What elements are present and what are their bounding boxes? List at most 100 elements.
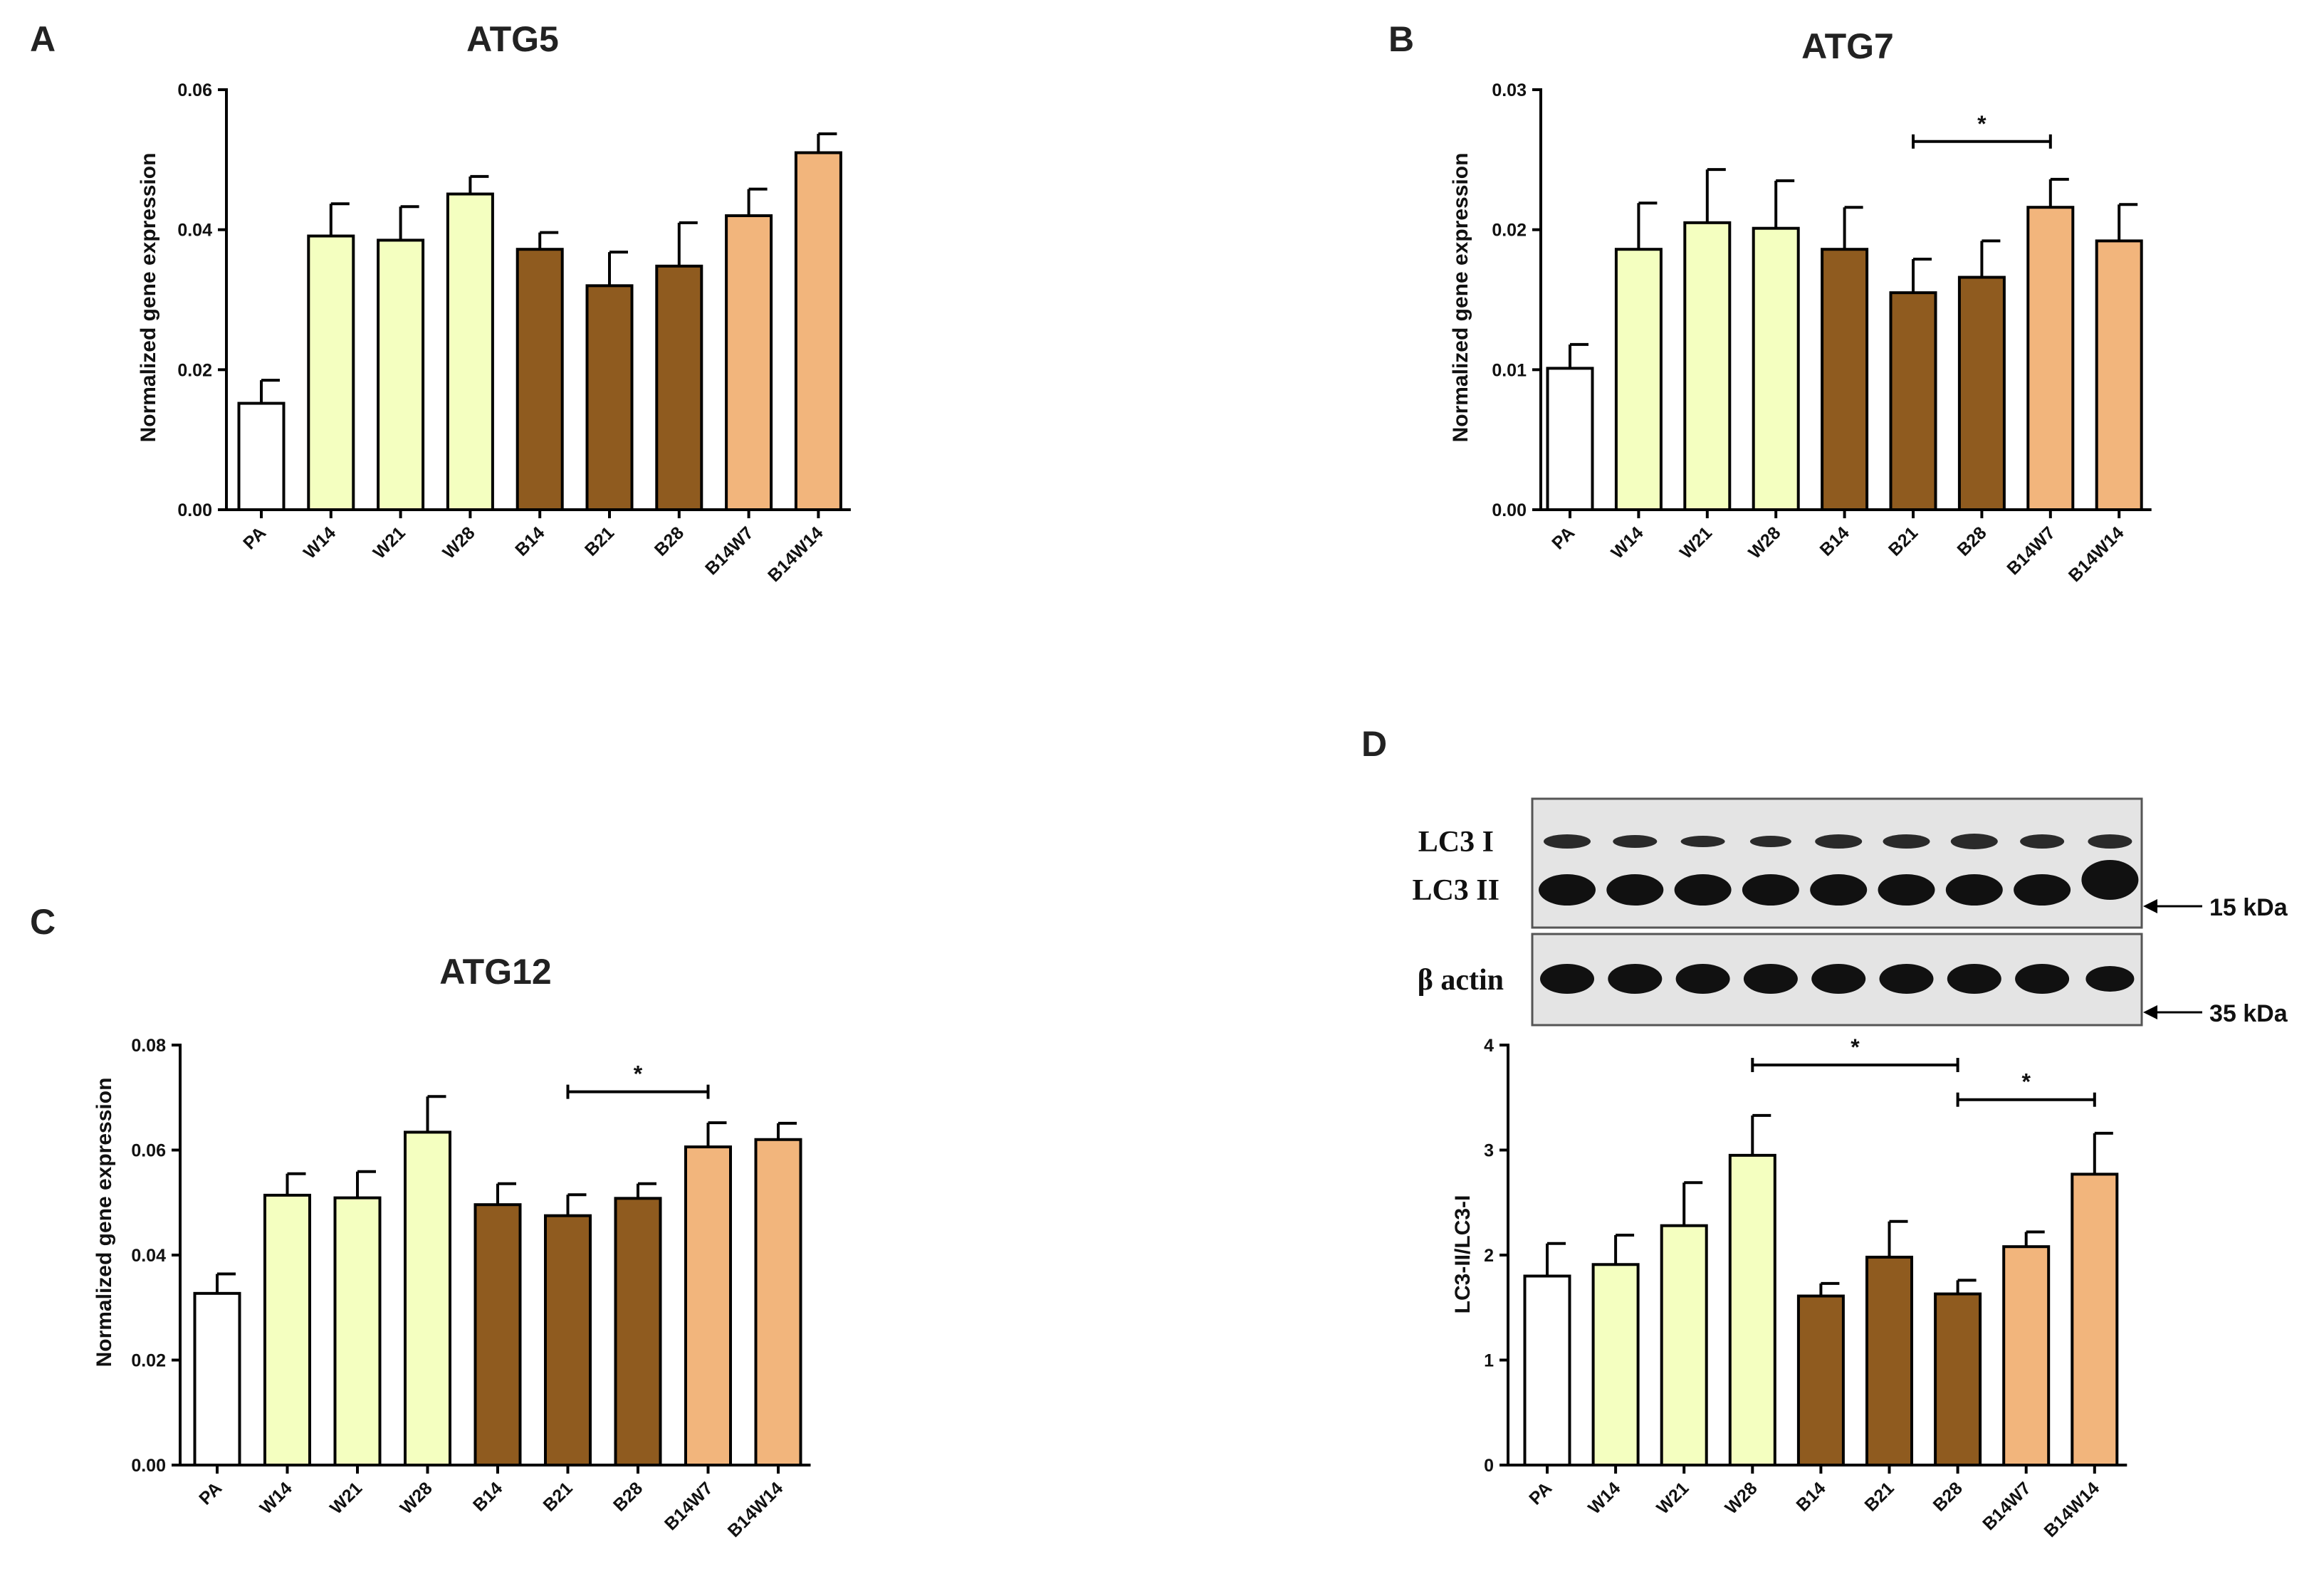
blot-band-beta-actin	[1608, 964, 1663, 994]
x-tick-label-w28: W28	[1744, 523, 1784, 562]
blot-band-lc3-i	[1680, 836, 1725, 847]
bar-pa	[1523, 1274, 1571, 1466]
blot-band-beta-actin	[2015, 964, 2070, 994]
bar-b21	[585, 284, 634, 511]
significance-star: *	[634, 1061, 643, 1087]
y-tick-label: 1	[1484, 1351, 1494, 1371]
chart-atg12: ATG12 Normalized gene expression 0.00 0.0…	[93, 952, 811, 1541]
blot-band-lc3-ii	[1606, 874, 1664, 906]
x-tick-label-w21: W21	[1653, 1478, 1692, 1518]
bar-w21	[1660, 1224, 1708, 1466]
bar-w28	[404, 1130, 451, 1467]
x-tick-label-w28: W28	[1721, 1478, 1761, 1518]
x-tick-label-b28: B28	[609, 1478, 647, 1515]
y-tick-label: 0.06	[131, 1141, 166, 1161]
bar-b28	[655, 264, 703, 511]
x-tick-label-b21: B21	[581, 523, 618, 560]
y-tick-label: 0.00	[131, 1456, 166, 1476]
x-tick-label-b14: B14	[1816, 523, 1853, 560]
blot-band-lc3-i	[2020, 834, 2065, 849]
x-tick-label-b14w7: B14W7	[661, 1478, 717, 1534]
x-tick-label-pa: PA	[195, 1478, 226, 1508]
bar-w21	[377, 238, 425, 511]
blot-band-lc3-ii	[2081, 860, 2139, 900]
x-tick-label-b14w14: B14W14	[764, 523, 827, 586]
x-tick-label-pa: PA	[239, 523, 270, 553]
x-tick-label-w21: W21	[370, 523, 409, 562]
chart-title: ATG12	[439, 952, 551, 992]
bar-b28	[614, 1197, 662, 1466]
x-tick-label-w21: W21	[1676, 523, 1716, 562]
bar-pa	[1546, 367, 1594, 511]
y-tick-label: 0.08	[131, 1036, 166, 1056]
blot-band-lc3-ii	[1810, 874, 1868, 906]
x-tick-label-w14: W14	[1584, 1478, 1624, 1518]
blot-label-lc3-i: LC3 I	[1418, 826, 1494, 859]
blot-band-lc3-i	[1749, 836, 1791, 847]
bar-pa	[193, 1291, 241, 1467]
y-tick-label: 0.02	[1492, 221, 1527, 241]
x-tick-label-b21: B21	[540, 1478, 577, 1515]
bar-b14w14	[2071, 1172, 2119, 1467]
chart-title: ATG5	[466, 19, 559, 59]
panel-letter-b: B	[1388, 19, 1414, 59]
bar-w21	[1683, 221, 1732, 511]
bar-b14w7	[2026, 206, 2075, 511]
y-tick-label: 3	[1484, 1141, 1494, 1161]
chart-lc3-ratio: LC3-II/LC3-I 0 1 2 3 4 PA W14 W21 W28 B14 B21 B28 B1…	[1451, 1034, 2127, 1541]
x-tick-label-b21: B21	[1885, 523, 1922, 560]
blot-band-beta-actin	[1743, 964, 1798, 994]
x-tick-label-b14w7: B14W7	[2003, 523, 2059, 579]
x-tick-label-b14w14: B14W14	[2040, 1478, 2103, 1541]
x-tick-label-b14: B14	[1792, 1478, 1829, 1515]
y-tick-label: 0.06	[177, 80, 212, 100]
blot-band-lc3-ii	[1674, 874, 1732, 906]
y-tick-label: 4	[1484, 1036, 1494, 1056]
panel-letter-a: A	[30, 19, 56, 59]
bar-b14w14	[794, 151, 842, 511]
bar-b21	[1865, 1255, 1913, 1466]
x-tick-label-w14: W14	[1607, 523, 1647, 562]
x-tick-label-b28: B28	[651, 523, 688, 560]
y-tick-label: 0.00	[1492, 500, 1527, 520]
x-tick-label-b14: B14	[469, 1478, 506, 1515]
blot-band-lc3-i	[1613, 835, 1658, 848]
x-tick-label-w28: W28	[397, 1478, 436, 1518]
bar-b21	[544, 1214, 592, 1466]
bar-b14w7	[725, 214, 773, 511]
y-tick-label: 0	[1484, 1456, 1494, 1476]
bar-b21	[1889, 291, 1937, 511]
y-tick-label: 0.03	[1492, 80, 1527, 100]
blot-band-beta-actin	[1947, 964, 2001, 994]
marker-arrow-15kda-head	[2143, 899, 2157, 913]
bar-b28	[1934, 1292, 1982, 1466]
blot-band-lc3-i	[1815, 834, 1863, 849]
blot-band-lc3-ii	[1945, 874, 2003, 906]
bar-w14	[263, 1193, 311, 1467]
x-tick-label-w21: W21	[326, 1478, 366, 1518]
y-axis-label: Normalized gene expression	[1449, 153, 1472, 443]
bar-w21	[333, 1196, 382, 1467]
blot-band-beta-actin	[1879, 964, 1934, 994]
panel-letter-c: C	[30, 902, 56, 942]
blot-band-lc3-i	[1883, 834, 1930, 849]
x-tick-label-b28: B28	[1930, 1478, 1967, 1515]
x-tick-label-b14w14: B14W14	[2065, 523, 2128, 586]
bar-b14	[1821, 248, 1869, 511]
chart-atg7: ATG7 Normalized gene expression 0.00 0.01…	[1449, 26, 2152, 586]
blot-band-lc3-ii	[1539, 874, 1596, 906]
x-tick-label-b14w14: B14W14	[724, 1478, 787, 1541]
x-tick-label-b14w7: B14W7	[701, 523, 758, 579]
blot-bands	[1539, 834, 2139, 994]
blot-band-lc3-ii	[2014, 874, 2071, 906]
blot-band-lc3-i	[1544, 834, 1591, 849]
blot-band-lc3-i	[1950, 834, 1998, 849]
x-tick-label-w14: W14	[300, 523, 340, 562]
y-tick-label: 0.04	[177, 221, 212, 241]
bar-pa	[237, 402, 286, 511]
blot-band-beta-actin	[1675, 964, 1730, 994]
blot-band-lc3-i	[2088, 834, 2132, 849]
bar-w14	[1591, 1263, 1640, 1467]
x-tick-label-w28: W28	[439, 523, 478, 562]
